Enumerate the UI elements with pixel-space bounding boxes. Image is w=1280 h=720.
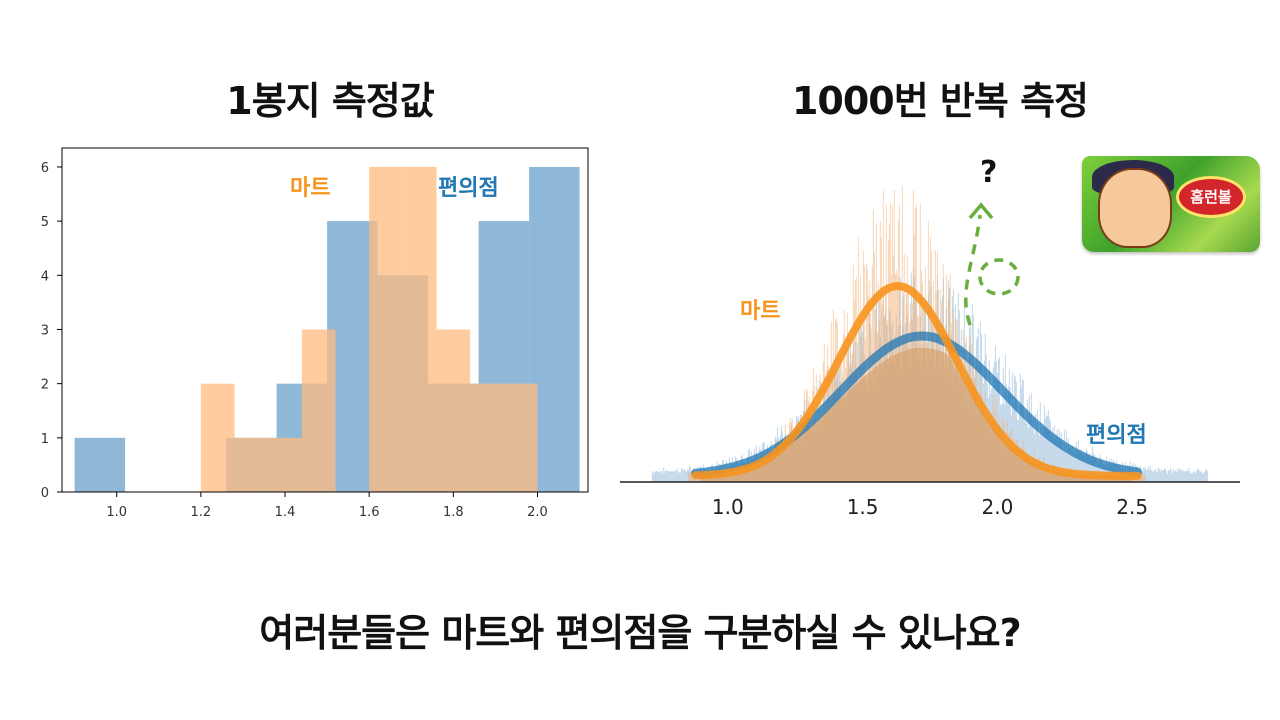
mart-label: 마트 xyxy=(290,176,330,201)
y-tick-label: 2 xyxy=(41,378,49,393)
mart-histogram-bar xyxy=(301,329,336,492)
store-histogram-bar xyxy=(74,437,126,492)
mart-histogram-bar xyxy=(234,437,269,492)
dashed-arrow-annotation xyxy=(964,202,1020,326)
plot-frame xyxy=(61,147,589,493)
mart-density-curve xyxy=(691,281,1142,480)
mart-histogram-bar xyxy=(200,383,235,492)
mart-histogram-bar xyxy=(268,437,302,492)
mart-histogram-bar xyxy=(436,329,471,492)
right-chart-title: 1000번 반복 측정 xyxy=(791,79,1089,123)
y-tick-label: 4 xyxy=(41,269,49,284)
x-tick-label: 1.8 xyxy=(443,505,464,520)
mart-histogram-bar xyxy=(470,383,504,492)
y-tick-label: 0 xyxy=(41,486,49,501)
x-tick-label: 1.2 xyxy=(191,505,212,520)
x-tick-label: 1.5 xyxy=(847,495,879,519)
mart-label: 마트 xyxy=(740,299,780,324)
store-label: 편의점 xyxy=(438,176,499,201)
store-density-curve xyxy=(691,331,1143,478)
snack-brand: 홈런볼 xyxy=(1176,176,1246,218)
x-tick-label: 2.5 xyxy=(1116,495,1148,519)
snack-package-image: 홈런볼 xyxy=(1082,156,1260,252)
x-tick-label: 1.4 xyxy=(275,505,296,520)
single-bag-histogram: 1.0 1.2 1.4 1.6 1.8 2.0 0 1 2 3 4 5 6 마트 편의점 xyxy=(41,147,589,520)
y-tick-label: 3 xyxy=(41,323,49,338)
question-mark: ? xyxy=(980,155,997,190)
overlap-area xyxy=(700,347,1133,482)
store-label: 편의점 xyxy=(1086,423,1147,448)
mart-histogram-bar xyxy=(369,166,403,492)
y-tick-label: 5 xyxy=(41,215,49,230)
x-tick-label: 2.0 xyxy=(527,505,548,520)
x-tick-label: 1.0 xyxy=(106,505,127,520)
x-tick-label: 1.6 xyxy=(359,505,380,520)
y-tick-label: 6 xyxy=(41,161,49,176)
bottom-question: 여러분들은 마트와 편의점을 구분하실 수 있나요? xyxy=(259,611,1021,655)
repeated-measurement-chart: 1.0 1.5 2.0 2.5 마트 편의점 ? xyxy=(620,155,1240,519)
y-tick-label: 1 xyxy=(41,432,49,447)
mart-histogram-bar xyxy=(402,166,437,492)
x-tick-label: 2.0 xyxy=(981,495,1013,519)
left-chart-title: 1봉지 측정값 xyxy=(226,79,434,123)
x-tick-label: 1.0 xyxy=(712,495,744,519)
mart-histogram-bar xyxy=(503,383,538,492)
